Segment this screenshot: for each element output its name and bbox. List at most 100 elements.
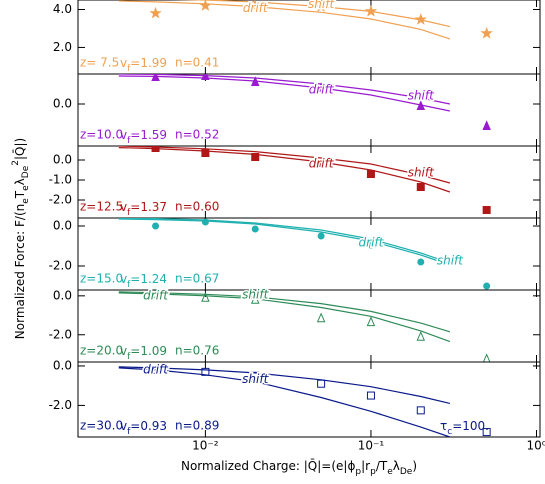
model-curve: [172, 0, 451, 28]
label-part: f: [127, 280, 131, 290]
label-part: e: [21, 198, 31, 204]
label-part: e: [387, 467, 393, 477]
label-part: De: [21, 165, 31, 178]
marker: [416, 100, 426, 110]
curve-name: drift: [309, 83, 335, 97]
marker: [151, 74, 160, 81]
curve-name: drift: [143, 362, 169, 376]
label-part: τ: [440, 419, 447, 433]
model-curve: [118, 366, 451, 404]
label-part: v: [120, 344, 127, 358]
curve-name: drift: [243, 1, 269, 15]
y-tick-label: -2.0: [49, 398, 72, 412]
marker: [201, 74, 210, 80]
marker: [364, 4, 378, 17]
panel-v: vf=1.24: [120, 272, 167, 290]
marker: [201, 367, 210, 376]
panel-n: n=0.89: [175, 419, 219, 433]
plot: [118, 0, 493, 40]
curve-name: drift: [143, 288, 169, 302]
marker: [251, 371, 260, 380]
curve-name: drift: [309, 157, 335, 171]
marker: [366, 170, 375, 178]
plot: [118, 218, 491, 290]
plot: [118, 146, 491, 214]
marker: [317, 159, 326, 167]
curve-name: shift: [408, 89, 435, 103]
plot: [118, 365, 491, 437]
label-part: =0.93: [130, 419, 167, 433]
model-curve: [118, 218, 451, 266]
label-part: Normalized Charge: |Q̄|=(e|ϕ: [181, 458, 355, 472]
marker: [366, 391, 375, 400]
marker: [416, 183, 425, 191]
marker: [414, 12, 427, 25]
marker: [483, 282, 491, 290]
marker: [316, 312, 326, 323]
label-part: p: [355, 467, 361, 477]
curve-name: shift: [408, 166, 435, 180]
marker: [482, 120, 491, 130]
marker: [251, 153, 260, 161]
label-part: v: [120, 272, 127, 286]
marker: [199, 0, 212, 11]
label-part: |Q̄|): [12, 138, 26, 160]
marker: [201, 292, 210, 302]
marker: [151, 146, 160, 152]
marker: [416, 330, 426, 341]
curve-name: shift: [242, 372, 269, 386]
label-part: c: [447, 427, 452, 437]
model-curve: [118, 74, 451, 105]
model-curve: [118, 292, 451, 343]
label-part: =1.37: [130, 200, 167, 214]
panel-v: vf=1.09: [120, 344, 167, 362]
plot: [118, 290, 491, 362]
label-part: =1.24: [130, 272, 167, 286]
panel-z: z=20.0: [80, 344, 123, 358]
panel-v: vf=0.93: [120, 419, 167, 437]
marker: [482, 428, 491, 437]
curve-name: shift: [308, 0, 335, 11]
curve-name: shift: [437, 254, 464, 268]
y-tick-label: 4.0: [53, 2, 72, 16]
marker: [315, 0, 328, 12]
marker: [316, 82, 326, 92]
x-tick-label: 10⁻¹: [358, 439, 385, 453]
marker: [366, 316, 376, 327]
label-part: e: [21, 185, 31, 191]
model-curve: [118, 147, 451, 193]
label-part: f: [127, 352, 131, 362]
y-tick-label: -1.0: [49, 173, 72, 187]
panel-n: n=0.76: [175, 344, 219, 358]
label-part: v: [120, 200, 127, 214]
label-part: f: [127, 136, 131, 146]
model-curve: [118, 146, 451, 184]
marker: [367, 241, 375, 249]
annotation: τc=100.: [440, 419, 489, 437]
marker: [201, 218, 209, 226]
label-part: Normalized Force: F/(n: [13, 204, 27, 339]
marker: [251, 225, 259, 233]
marker: [151, 290, 160, 298]
label-part: =1.59: [130, 128, 167, 142]
label-part: λ: [13, 178, 27, 185]
panel-v: vf=1.37: [120, 200, 167, 218]
label-part: f: [127, 427, 131, 437]
panel-z: z=15.0: [80, 272, 123, 286]
label-part: v: [120, 56, 127, 70]
label-part: v: [120, 128, 127, 142]
label-part: |r: [361, 459, 370, 473]
y-tick-label: 0.0: [53, 153, 72, 167]
y-tick-label: 0.0: [53, 288, 72, 302]
model-curve: [118, 218, 451, 264]
marker: [317, 232, 325, 240]
marker: [250, 293, 260, 304]
curve-name: shift: [242, 287, 269, 301]
marker: [416, 406, 425, 415]
marker: [317, 379, 326, 388]
label-part: f: [127, 64, 131, 74]
y-axis-label: Normalized Force: F/(neTeλDe2|Q̄|): [11, 138, 31, 339]
panel-n: n=0.67: [175, 272, 219, 286]
label-part: De: [400, 467, 413, 477]
